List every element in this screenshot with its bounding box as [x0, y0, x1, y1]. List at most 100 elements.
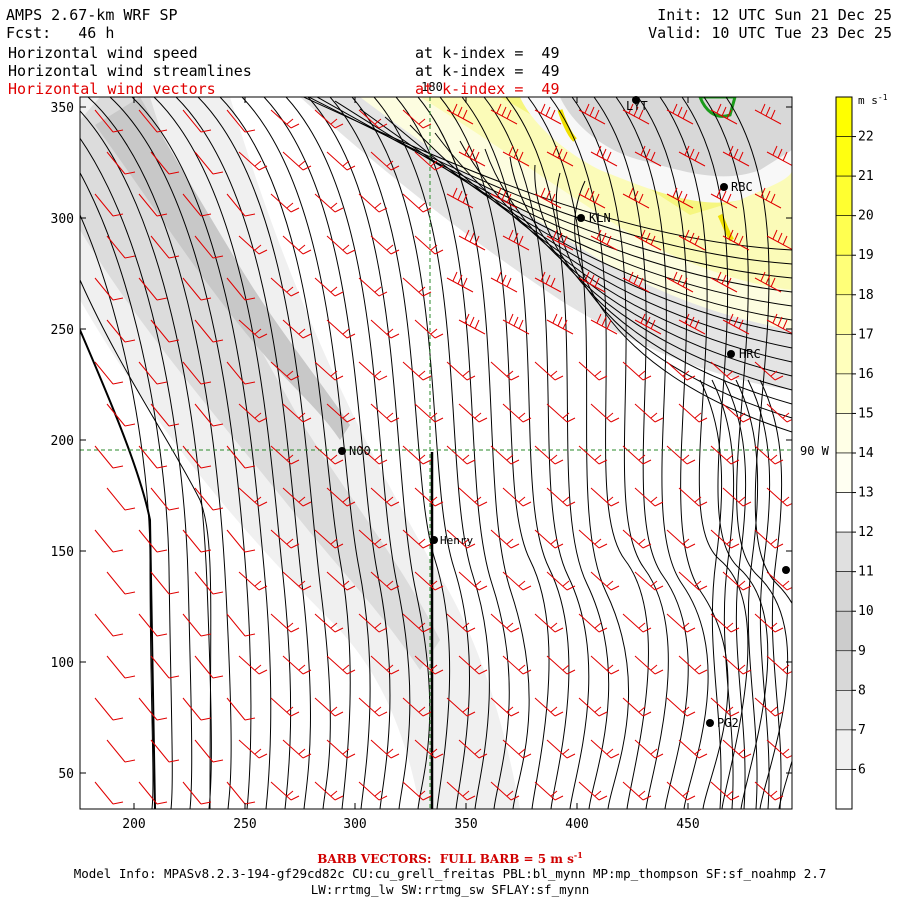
streamline — [571, 97, 669, 809]
wind-barb — [754, 271, 782, 293]
colorbar-label: 14 — [858, 446, 874, 461]
wind-barb — [138, 781, 168, 805]
station-label-kln: KLN — [589, 211, 611, 225]
wind-barb — [622, 361, 652, 381]
wind-barb — [590, 313, 618, 335]
wind-barb — [182, 277, 212, 301]
colorbar-unit: m s-1 — [858, 93, 888, 107]
wind-barb — [754, 613, 784, 633]
colorbar-label: 18 — [858, 288, 874, 303]
wind-barb — [402, 445, 432, 465]
streamline — [80, 137, 193, 809]
streamline — [87, 97, 232, 809]
wind-barb — [578, 781, 608, 801]
wind-barb — [666, 781, 696, 801]
wind-barb — [326, 487, 356, 507]
wind-barb — [666, 697, 696, 717]
wind-barb — [138, 277, 168, 301]
wind-barb — [238, 235, 268, 255]
wind-barb — [678, 487, 708, 507]
wind-barb — [138, 697, 168, 721]
wind-barb — [138, 529, 168, 553]
station-dot-kln — [577, 214, 585, 222]
wind-barb — [106, 403, 136, 427]
wind-barb — [666, 103, 694, 125]
y-tick-label: 100 — [51, 656, 74, 671]
wind-barb — [578, 697, 608, 717]
wind-barb — [502, 313, 530, 335]
wind-barb — [634, 739, 664, 759]
wind-barb — [722, 229, 750, 251]
wind-barb — [94, 613, 124, 637]
colorbar-swatch — [835, 334, 853, 375]
streamline — [593, 97, 689, 809]
wind-barb — [766, 229, 792, 251]
wind-barb — [182, 109, 212, 133]
x-tick-label: 400 — [565, 817, 588, 832]
field-wind-speed: Horizontal wind speed — [8, 44, 198, 62]
wind-barb — [150, 571, 180, 595]
wind-barb — [546, 571, 576, 591]
colorbar-label: 10 — [858, 604, 874, 619]
wind-barb — [666, 613, 696, 633]
wind-barb — [710, 697, 740, 717]
wind-barb — [578, 271, 606, 293]
wind-barb — [446, 103, 474, 125]
wind-barb — [150, 235, 180, 259]
wind-barb — [534, 271, 562, 293]
wind-barb — [182, 361, 212, 385]
colorbar-swatch — [835, 254, 853, 296]
wind-barb — [578, 529, 608, 549]
y-axis-labels: 350 300 250 200 150 100 50 — [51, 101, 74, 782]
streamline — [351, 97, 470, 809]
station-dot-unnamed — [782, 566, 790, 574]
streamline — [459, 140, 792, 363]
wind-barb — [314, 697, 344, 717]
wind-barb — [458, 739, 488, 759]
streamline — [505, 97, 610, 809]
colorbar-swatch — [835, 650, 853, 691]
wind-barb — [326, 319, 356, 339]
streamline — [80, 279, 212, 809]
colorbar-swatch — [835, 571, 853, 612]
wind-barb — [754, 361, 784, 381]
streamline — [373, 97, 490, 809]
streamline — [384, 116, 792, 321]
wind-barb — [490, 361, 520, 381]
wind-barb — [282, 319, 312, 339]
wind-barb — [138, 613, 168, 637]
wind-barb — [150, 739, 180, 763]
streamline — [285, 97, 411, 809]
wind-barb — [358, 361, 388, 381]
wind-barb — [270, 277, 300, 297]
wind-barb — [458, 403, 488, 423]
wind-barb — [490, 271, 518, 293]
wind-barb — [314, 361, 344, 381]
colorbar-label: 15 — [858, 406, 874, 421]
wind-barb — [446, 613, 476, 633]
wind-barb — [182, 613, 212, 637]
wind-barb — [678, 313, 706, 335]
wind-barb — [414, 571, 444, 591]
wind-barb — [414, 655, 444, 675]
x-tick-label: 200 — [122, 817, 145, 832]
wind-barb — [314, 193, 344, 213]
wind-barb — [634, 145, 662, 167]
wind-barb — [622, 445, 652, 465]
wind-barb — [458, 313, 486, 335]
wind-barb — [370, 151, 400, 171]
wind-barb — [270, 193, 300, 213]
y-tick-label: 350 — [51, 101, 74, 116]
streamline — [80, 329, 156, 809]
wind-barb — [94, 277, 124, 301]
wind-barb — [314, 109, 344, 129]
streamline — [153, 97, 292, 809]
wind-barb — [722, 145, 750, 167]
colorbar-label: 17 — [858, 327, 874, 342]
station-dot-hrc — [727, 350, 735, 358]
wind-barb — [754, 529, 784, 549]
wind-barb — [634, 229, 662, 251]
wind-barb — [358, 697, 388, 717]
wind-barb — [414, 487, 444, 507]
model-info-physics: LW:rrtmg_lw SW:rrtmg_sw SFLAY:sf_mynn — [310, 882, 590, 897]
